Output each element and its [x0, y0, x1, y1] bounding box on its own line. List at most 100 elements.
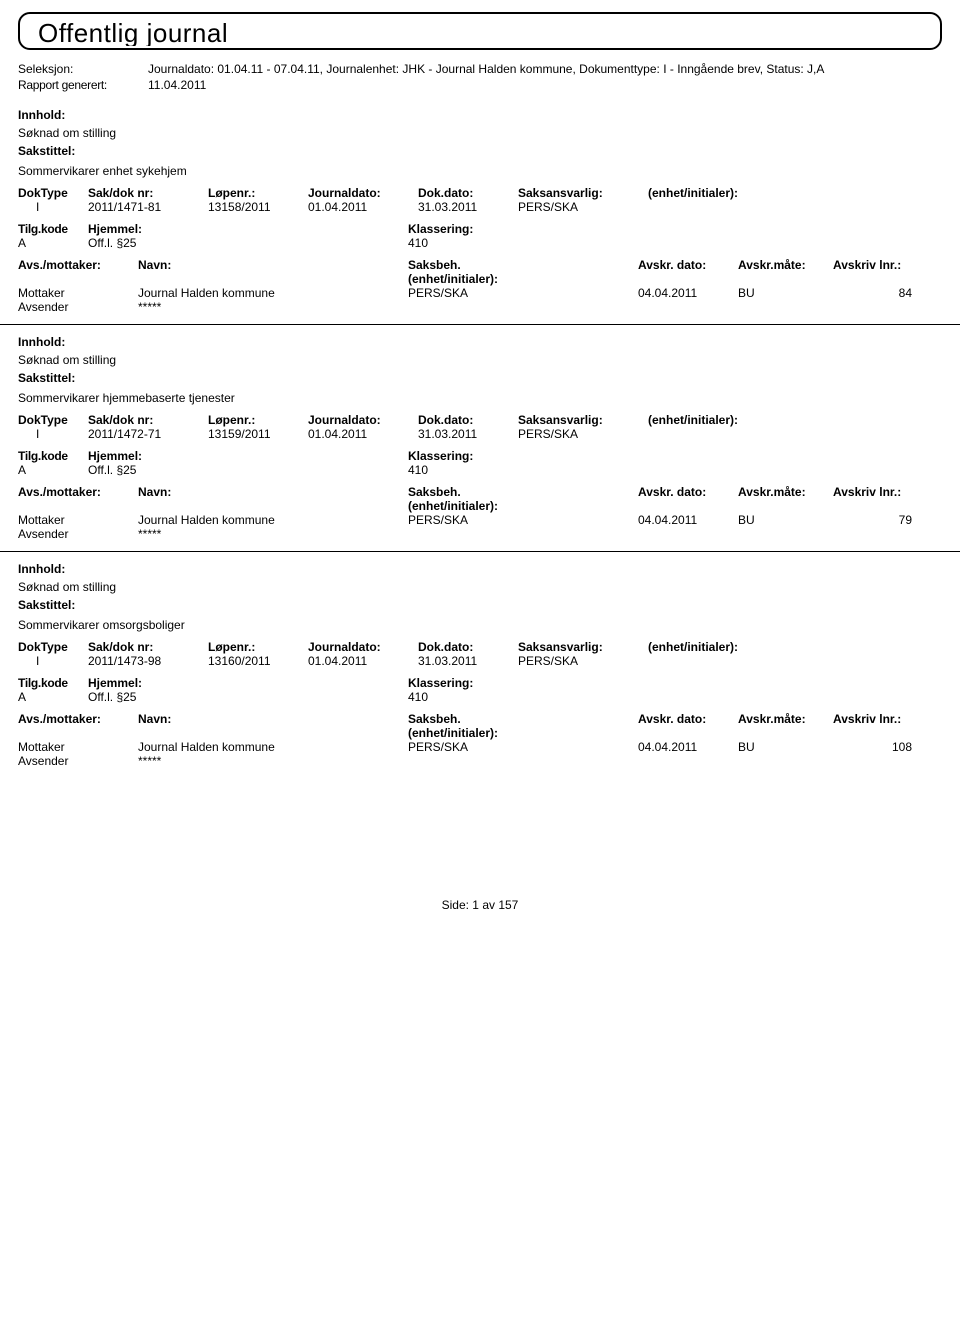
- lopenr-value: 13160/2011: [208, 654, 308, 668]
- tilgkode-value: A: [18, 690, 88, 704]
- col-klassering-label: Klassering:: [408, 222, 942, 236]
- page-title: Offentlig journal: [38, 20, 922, 46]
- dokdato-value: 31.03.2011: [418, 200, 518, 214]
- klassering-value: 410: [408, 236, 942, 250]
- saksbeh-value: PERS/SKA: [408, 286, 498, 300]
- journal-entry: Innhold: Søknad om stilling Sakstittel: …: [0, 552, 960, 778]
- mottaker-navn: Journal Halden kommune: [138, 286, 408, 300]
- klassering-value: 410: [408, 463, 942, 477]
- journaldato-value: 01.04.2011: [308, 654, 418, 668]
- mottaker-label: Mottaker: [18, 513, 138, 527]
- avsender-label: Avsender: [18, 300, 138, 314]
- sakstittel-value: Sommervikarer enhet sykehjem: [18, 164, 942, 178]
- col-lopenr-label: Løpenr.:: [208, 413, 308, 427]
- mottaker-label: Mottaker: [18, 740, 138, 754]
- saksbeh-value: PERS/SKA: [408, 740, 498, 754]
- hjemmel-value: Off.l. §25: [88, 690, 408, 704]
- saksansvarlig-value: PERS/SKA: [518, 427, 648, 441]
- col-avs-mottaker-label: Avs./mottaker:: [18, 258, 138, 286]
- avskr-maate-value: BU: [738, 740, 833, 754]
- sakstittel-label: Sakstittel:: [18, 144, 942, 158]
- lopenr-value: 13159/2011: [208, 427, 308, 441]
- col-dokdato-label: Dok.dato:: [418, 640, 518, 654]
- col-enhet-label: (enhet/initialer):: [648, 640, 942, 654]
- journaldato-value: 01.04.2011: [308, 427, 418, 441]
- avsender-navn: *****: [138, 300, 408, 314]
- col-saksbeh-label: Saksbeh.(enhet/initialer):: [408, 485, 498, 513]
- seleksjon-label: Seleksjon:: [18, 62, 148, 76]
- col-avskr-dato-label: Avskr. dato:: [638, 258, 738, 286]
- title-box: Offentlig journal: [18, 12, 942, 50]
- col-lopenr-label: Løpenr.:: [208, 186, 308, 200]
- col-hjemmel-label: Hjemmel:: [88, 676, 408, 690]
- col-hjemmel-label: Hjemmel:: [88, 449, 408, 463]
- innhold-label: Innhold:: [18, 335, 942, 349]
- col-navn-label: Navn:: [138, 258, 408, 286]
- avsender-navn: *****: [138, 527, 408, 541]
- avskr-dato-value: 04.04.2011: [638, 286, 738, 300]
- saksansvarlig-value: PERS/SKA: [518, 200, 648, 214]
- col-saksbeh-label: Saksbeh.(enhet/initialer):: [408, 258, 498, 286]
- col-avskriv-lnr-label: Avskriv lnr.:: [833, 485, 942, 513]
- sakstittel-value: Sommervikarer omsorgsboliger: [18, 618, 942, 632]
- col-avskr-maate-label: Avskr.måte:: [738, 485, 833, 513]
- innhold-value: Søknad om stilling: [18, 353, 942, 367]
- col-avs-mottaker-label: Avs./mottaker:: [18, 712, 138, 740]
- klassering-value: 410: [408, 690, 942, 704]
- col-enhet-label: (enhet/initialer):: [648, 413, 942, 427]
- entries-container: Innhold: Søknad om stilling Sakstittel: …: [0, 98, 960, 778]
- rapport-value: 11.04.2011: [148, 78, 942, 92]
- avsender-label: Avsender: [18, 754, 138, 768]
- header-meta: Seleksjon: Journaldato: 01.04.11 - 07.04…: [0, 56, 960, 98]
- col-dokdato-label: Dok.dato:: [418, 413, 518, 427]
- col-journaldato-label: Journaldato:: [308, 413, 418, 427]
- doktype-value: I: [18, 200, 88, 214]
- col-doktype-label: DokType: [18, 186, 88, 200]
- col-saksansvarlig-label: Saksansvarlig:: [518, 186, 648, 200]
- col-journaldato-label: Journaldato:: [308, 186, 418, 200]
- avsender-label: Avsender: [18, 527, 138, 541]
- col-avskriv-lnr-label: Avskriv lnr.:: [833, 258, 942, 286]
- col-dokdato-label: Dok.dato:: [418, 186, 518, 200]
- doktype-value: I: [18, 427, 88, 441]
- col-tilgkode-label: Tilg.kode: [18, 222, 88, 236]
- avsender-navn: *****: [138, 754, 408, 768]
- col-avskr-dato-label: Avskr. dato:: [638, 712, 738, 740]
- col-doktype-label: DokType: [18, 413, 88, 427]
- dokdato-value: 31.03.2011: [418, 654, 518, 668]
- avskriv-lnr-value: 84: [833, 286, 942, 300]
- sakdok-value: 2011/1472-71: [88, 427, 208, 441]
- rapport-label: Rapport generert:: [18, 78, 148, 92]
- col-avskriv-lnr-label: Avskriv lnr.:: [833, 712, 942, 740]
- journal-entry: Innhold: Søknad om stilling Sakstittel: …: [0, 325, 960, 552]
- mottaker-navn: Journal Halden kommune: [138, 740, 408, 754]
- sakstittel-label: Sakstittel:: [18, 371, 942, 385]
- avskr-maate-value: BU: [738, 286, 833, 300]
- hjemmel-value: Off.l. §25: [88, 463, 408, 477]
- avskriv-lnr-value: 79: [833, 513, 942, 527]
- col-saksansvarlig-label: Saksansvarlig:: [518, 640, 648, 654]
- saksbeh-value: PERS/SKA: [408, 513, 498, 527]
- sakdok-value: 2011/1473-98: [88, 654, 208, 668]
- col-hjemmel-label: Hjemmel:: [88, 222, 408, 236]
- hjemmel-value: Off.l. §25: [88, 236, 408, 250]
- col-navn-label: Navn:: [138, 712, 408, 740]
- col-doktype-label: DokType: [18, 640, 88, 654]
- col-avskr-dato-label: Avskr. dato:: [638, 485, 738, 513]
- col-navn-label: Navn:: [138, 485, 408, 513]
- avskriv-lnr-value: 108: [833, 740, 942, 754]
- col-tilgkode-label: Tilg.kode: [18, 676, 88, 690]
- enhet-value: [648, 200, 942, 214]
- enhet-value: [648, 427, 942, 441]
- mottaker-navn: Journal Halden kommune: [138, 513, 408, 527]
- col-journaldato-label: Journaldato:: [308, 640, 418, 654]
- sakstittel-label: Sakstittel:: [18, 598, 942, 612]
- innhold-value: Søknad om stilling: [18, 580, 942, 594]
- innhold-label: Innhold:: [18, 108, 942, 122]
- col-klassering-label: Klassering:: [408, 676, 942, 690]
- sakdok-value: 2011/1471-81: [88, 200, 208, 214]
- lopenr-value: 13158/2011: [208, 200, 308, 214]
- doktype-value: I: [18, 654, 88, 668]
- col-avskr-maate-label: Avskr.måte:: [738, 712, 833, 740]
- journaldato-value: 01.04.2011: [308, 200, 418, 214]
